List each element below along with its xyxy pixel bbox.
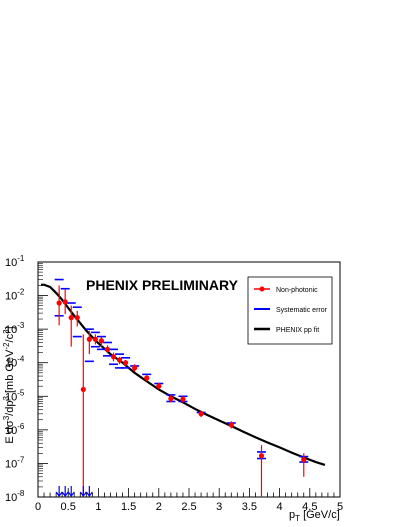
y-tick-label: 10-1 bbox=[5, 254, 25, 269]
legend-label-systematic: Systematic error bbox=[276, 307, 328, 314]
data-point bbox=[156, 383, 162, 389]
data-point bbox=[180, 396, 186, 402]
y-axis-label: E dσ3/dp3 [mb GeV-2/c3] bbox=[2, 326, 16, 443]
legend-label-fit: PHENIX pp fit bbox=[276, 327, 319, 334]
data-point bbox=[301, 457, 307, 463]
x-tick-label: 1 bbox=[95, 501, 101, 513]
legend-label-non-photonic: Non-photonic bbox=[276, 287, 318, 294]
arrow-head bbox=[79, 491, 87, 497]
x-tick-label: 4.5 bbox=[302, 501, 317, 513]
arrow-head bbox=[61, 491, 69, 497]
data-point bbox=[144, 375, 150, 381]
data-point bbox=[168, 396, 174, 402]
data-point bbox=[132, 365, 138, 371]
y-tick-label: 10-4 bbox=[5, 355, 25, 370]
x-tick-label: 3.5 bbox=[242, 501, 257, 513]
x-axis-label: pT [GeV/c] bbox=[289, 509, 340, 523]
arrow-head bbox=[55, 491, 63, 497]
data-point bbox=[74, 315, 80, 321]
data-point bbox=[92, 336, 98, 342]
y-tick-label: 10-3 bbox=[5, 321, 25, 336]
y-tick-label: 10-8 bbox=[5, 489, 25, 504]
upper-limit-arrows bbox=[55, 486, 93, 497]
data-point bbox=[86, 336, 92, 342]
x-tick-label: 2 bbox=[156, 501, 162, 513]
x-tick-label: 0 bbox=[35, 501, 41, 513]
x-tick-label: 2.5 bbox=[181, 501, 196, 513]
data-point bbox=[62, 299, 68, 305]
y-tick-label: 10-2 bbox=[5, 288, 25, 303]
data-point bbox=[198, 411, 204, 417]
data-point bbox=[258, 453, 265, 459]
data-point bbox=[68, 315, 74, 321]
data-point bbox=[110, 354, 117, 360]
y-tick-label: 10-7 bbox=[5, 455, 25, 470]
x-tick-label: 0.5 bbox=[61, 501, 76, 513]
fit-curve bbox=[41, 283, 326, 467]
data-point bbox=[56, 300, 62, 306]
data-point bbox=[98, 338, 105, 344]
x-axis: 0 0.5 1 1.5 2 2.5 3 3.5 4 4.5 5 bbox=[35, 488, 343, 513]
data-point bbox=[104, 346, 111, 352]
arrow-head bbox=[85, 491, 93, 497]
x-tick-label: 4 bbox=[277, 501, 283, 513]
y-tick-label: 10-5 bbox=[5, 388, 25, 403]
fit-curve-layer bbox=[41, 283, 326, 467]
x-tick-label: 1.5 bbox=[121, 501, 136, 513]
arrow-head bbox=[67, 491, 75, 497]
y-axis: 10-1 10-2 10-3 10-4 10-5 10-6 10-7 10-8 bbox=[5, 254, 48, 504]
x-tick-label: 5 bbox=[337, 501, 343, 513]
legend: Non-photonic Systematic error PHENIX pp … bbox=[247, 276, 333, 345]
y-tick-label: 10-6 bbox=[5, 422, 25, 437]
x-tick-label: 3 bbox=[216, 501, 222, 513]
chart-title: PHENIX PRELIMINARY bbox=[86, 277, 239, 293]
data-point bbox=[228, 422, 234, 428]
legend-marker bbox=[259, 286, 265, 292]
data-point bbox=[122, 360, 129, 366]
data-point bbox=[80, 386, 86, 393]
systematic-error-layer bbox=[54, 278, 309, 463]
data-point bbox=[116, 357, 123, 363]
data-points-layer bbox=[56, 285, 307, 497]
